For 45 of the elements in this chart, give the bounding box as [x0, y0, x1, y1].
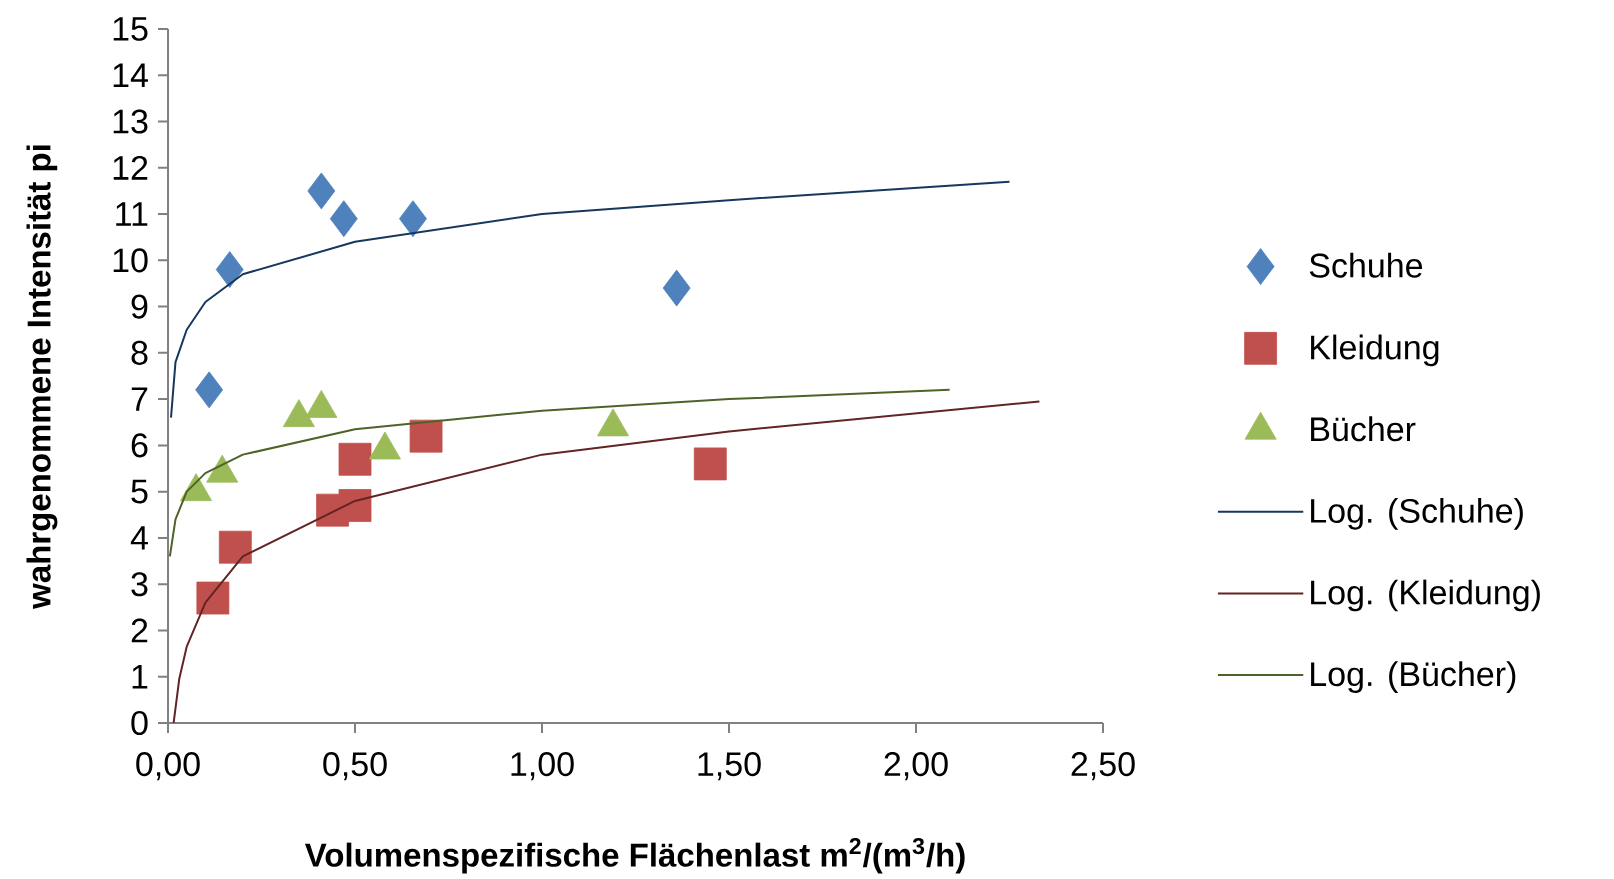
point	[196, 581, 230, 615]
y-tick-label: 5	[131, 479, 148, 504]
x-tick-label: 2,00	[884, 752, 948, 781]
y-tick-label: 6	[131, 433, 148, 458]
x-axis-title: Volumenspezifische Flächenlast m$^{2}$/(m$^{3}$/h)	[304, 837, 965, 874]
y-tick-label: 7	[131, 387, 148, 411]
line-series	[172, 400, 1041, 723]
y-tick-label: 9	[131, 294, 148, 319]
point	[662, 269, 691, 307]
x-tick-label: 2,50	[1071, 752, 1135, 781]
point	[329, 200, 358, 238]
legend-label: Kleidung	[1311, 334, 1439, 367]
point	[215, 251, 244, 288]
y-tick-label: 15	[113, 17, 148, 41]
legend-label: Log. (Bücher)	[1311, 661, 1516, 693]
y-tick-label: 2	[131, 618, 148, 643]
y-axis-title: wahrgenommene Intensität pi	[26, 145, 58, 609]
point	[218, 530, 252, 564]
point	[399, 200, 427, 238]
point	[409, 419, 443, 453]
x-tick-label: 1,50	[698, 752, 761, 781]
point	[195, 371, 224, 409]
point	[338, 442, 372, 476]
y-tick-label: 3	[131, 572, 148, 597]
y-tick-label: 4	[130, 526, 148, 550]
x-tick-label: 1,00	[511, 752, 574, 781]
point	[338, 489, 372, 522]
y-tick-label: 8	[131, 340, 148, 365]
legend-label: Log. (Schuhe)	[1311, 498, 1523, 530]
legend-label: Bücher	[1311, 416, 1416, 442]
line-series	[170, 180, 1011, 419]
point	[307, 172, 336, 210]
point	[693, 447, 727, 481]
y-tick-label: 0	[131, 710, 148, 736]
y-tick-label: 13	[113, 109, 148, 134]
y-tick-label: 11	[116, 202, 148, 226]
y-tick-label: 14	[113, 63, 148, 87]
legend-label: Log. (Kleidung)	[1311, 579, 1540, 612]
y-tick-label: 10	[113, 248, 148, 273]
line-series	[168, 388, 951, 558]
legend-label: Schuhe	[1309, 252, 1423, 278]
y-tick-label: 12	[113, 155, 148, 180]
x-tick-label: 0,50	[323, 752, 387, 781]
y-tick-label: 1	[132, 665, 148, 689]
x-tick-label: 0,00	[136, 752, 200, 781]
